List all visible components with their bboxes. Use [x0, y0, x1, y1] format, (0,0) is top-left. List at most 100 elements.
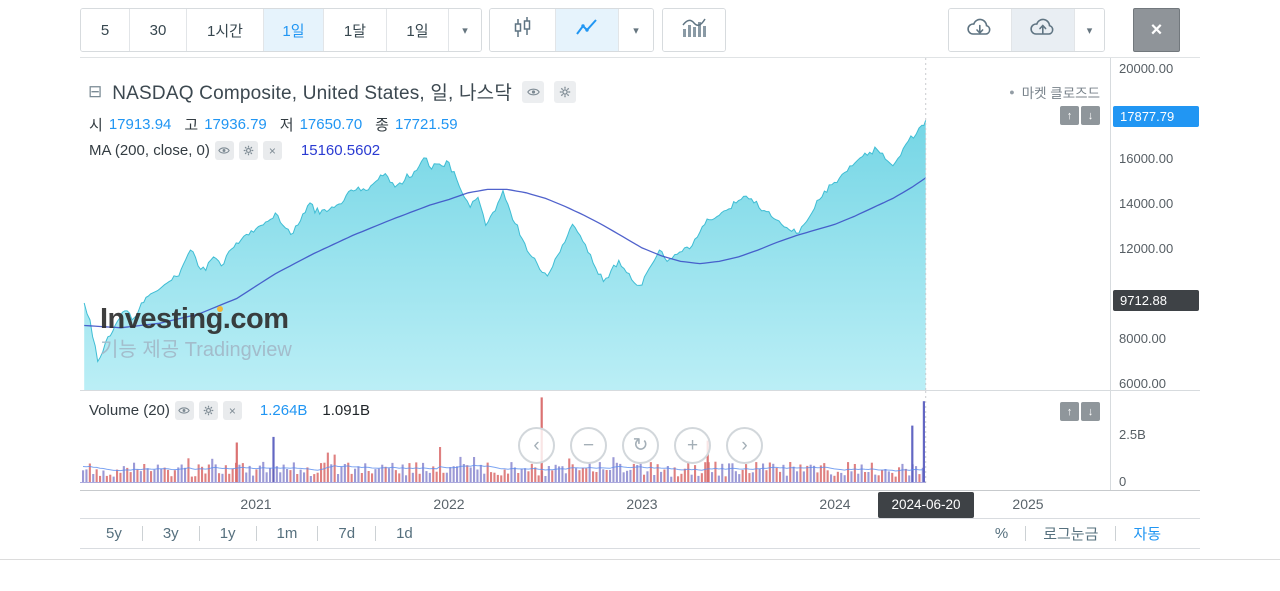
- volume-ma-value: 1.091B: [322, 402, 370, 419]
- pane-up-button[interactable]: ↑: [1060, 402, 1079, 421]
- close-value: 17721.59: [394, 116, 458, 133]
- ma-value: 15160.5602: [300, 142, 381, 159]
- eye-icon[interactable]: [522, 80, 545, 103]
- scroll-right-button[interactable]: ›: [726, 427, 763, 464]
- price-axis-label: 20000.00: [1119, 61, 1174, 76]
- divider: [1115, 526, 1117, 541]
- low-label: 저: [279, 117, 294, 134]
- ma-indicator-row: MA (200, close, 0) × 15160.5602: [89, 141, 380, 160]
- watermark-logo: Investing.com: [100, 303, 289, 335]
- range-3y[interactable]: 3y: [162, 525, 179, 542]
- price-pane-scale-buttons: ↑ ↓: [1060, 106, 1100, 125]
- percent-scale-toggle[interactable]: %: [994, 525, 1009, 542]
- range-1d[interactable]: 1d: [396, 525, 413, 542]
- volume-value: 1.264B: [259, 402, 308, 419]
- divider: [375, 526, 377, 541]
- price-axis-label: 14000.00: [1119, 196, 1174, 211]
- range-1y[interactable]: 1y: [219, 525, 236, 542]
- chart-type-group: ▾: [489, 8, 654, 52]
- ma-label: MA (200, close, 0): [89, 142, 210, 159]
- volume-chart-canvas[interactable]: [80, 391, 1110, 491]
- gear-icon[interactable]: [238, 141, 258, 160]
- watermark: Investing.com 기능 제공 Tradingview: [100, 304, 292, 361]
- range-7d[interactable]: 7d: [338, 525, 356, 542]
- chart-widget: 5 30 1시간 1일 1달 1일 ▾: [80, 8, 1200, 549]
- pane-down-button[interactable]: ↓: [1081, 402, 1100, 421]
- cloud-download-icon: [965, 16, 995, 44]
- remove-indicator-icon[interactable]: ×: [222, 401, 242, 420]
- interval-button-1h[interactable]: 1시간: [186, 9, 263, 51]
- collapse-pane-icon[interactable]: ⊟: [88, 81, 103, 101]
- log-scale-toggle[interactable]: 로그눈금: [1043, 526, 1099, 543]
- interval-button-1M[interactable]: 1달: [323, 9, 386, 51]
- cloud-upload-icon: [1028, 16, 1058, 44]
- watermark-logo-dot: [217, 306, 223, 312]
- line-chart-icon: [574, 15, 600, 45]
- interval-caret[interactable]: ▾: [448, 9, 481, 51]
- watermark-subtitle: 기능 제공 Tradingview: [100, 339, 292, 361]
- divider: [1025, 526, 1027, 541]
- price-chart-canvas[interactable]: [80, 58, 1110, 391]
- indicators-button[interactable]: [663, 9, 725, 51]
- price-chart-panel: 20000.00 16000.00 14000.00 12000.00 8000.00 6…: [80, 57, 1200, 391]
- eye-icon[interactable]: [214, 141, 234, 160]
- chart-type-caret[interactable]: ▾: [618, 9, 653, 51]
- time-axis-label: 2023: [626, 496, 658, 512]
- high-value: 17936.79: [204, 116, 267, 133]
- interval-button-1d-2[interactable]: 1일: [386, 9, 448, 51]
- range-1m[interactable]: 1m: [276, 525, 298, 542]
- volume-axis[interactable]: 2.5B 0: [1110, 391, 1200, 491]
- market-status: ● 마켓 클로즈드: [1009, 82, 1100, 102]
- candlestick-chart-button[interactable]: [490, 9, 555, 51]
- volume-label: Volume (20): [89, 402, 170, 419]
- price-axis-label: 16000.00: [1119, 151, 1174, 166]
- chart-title: NASDAQ Composite, United States, 일, 나스닥: [112, 83, 513, 104]
- status-dot-icon: ●: [1009, 87, 1015, 97]
- divider: [198, 526, 200, 541]
- page-divider: [0, 559, 1280, 560]
- indicators-icon: [680, 15, 708, 45]
- interval-group: 5 30 1시간 1일 1달 1일 ▾: [80, 8, 482, 52]
- volume-legend: Volume (20) × 1.264B 1.091B: [89, 401, 370, 420]
- zoom-in-button[interactable]: +: [674, 427, 711, 464]
- interval-button-30[interactable]: 30: [129, 9, 186, 51]
- gear-icon[interactable]: [198, 401, 218, 420]
- remove-indicator-icon[interactable]: ×: [262, 141, 282, 160]
- zoom-out-button[interactable]: −: [570, 427, 607, 464]
- ohlc-row: 시 17913.94 고 17936.79 저 17650.70 종 17721…: [89, 114, 458, 135]
- pane-down-button[interactable]: ↓: [1081, 106, 1100, 125]
- divider: [141, 526, 143, 541]
- chart-nav-controls: ‹ − ↻ + ›: [518, 427, 763, 464]
- high-label: 고: [184, 117, 199, 134]
- open-label: 시: [89, 117, 103, 134]
- cloud-caret[interactable]: ▾: [1074, 9, 1104, 51]
- time-axis-label: 2021: [240, 496, 272, 512]
- eye-icon[interactable]: [174, 401, 194, 420]
- close-widget-button[interactable]: ×: [1133, 8, 1180, 52]
- price-axis[interactable]: 20000.00 16000.00 14000.00 12000.00 8000.00 6…: [1110, 58, 1200, 391]
- auto-scale-toggle[interactable]: 자동: [1133, 526, 1161, 543]
- divider: [255, 526, 257, 541]
- line-chart-button[interactable]: [555, 9, 618, 51]
- save-load-group: ▾: [948, 8, 1105, 52]
- close-label: 종: [375, 117, 389, 134]
- gear-icon[interactable]: [554, 80, 577, 103]
- scroll-left-button[interactable]: ‹: [518, 427, 555, 464]
- price-level-badge: 9712.88: [1113, 290, 1199, 311]
- volume-pane-scale-buttons: ↑ ↓: [1060, 402, 1100, 421]
- bottom-toolbar: 5y 3y 1y 1m 7d 1d % 로그눈금 자동: [80, 518, 1200, 549]
- open-value: 17913.94: [108, 116, 172, 133]
- last-price-badge: 17877.79: [1113, 106, 1199, 127]
- market-status-label: 마켓 클로즈드: [1021, 86, 1100, 101]
- range-5y[interactable]: 5y: [106, 525, 122, 542]
- interval-button-1d[interactable]: 1일: [263, 9, 323, 51]
- pane-up-button[interactable]: ↑: [1060, 106, 1079, 125]
- load-chart-button[interactable]: [949, 9, 1011, 51]
- reset-view-button[interactable]: ↻: [622, 427, 659, 464]
- save-chart-button[interactable]: [1011, 9, 1074, 51]
- volume-axis-label: 2.5B: [1119, 427, 1146, 442]
- volume-panel: 2.5B 0 Volume (20) × 1.264B 1.091B ‹ − ↻ …: [80, 390, 1200, 491]
- interval-button-5[interactable]: 5: [81, 9, 129, 51]
- time-axis[interactable]: 2021 2022 2023 2024 2025 2024-06-20: [80, 490, 1200, 518]
